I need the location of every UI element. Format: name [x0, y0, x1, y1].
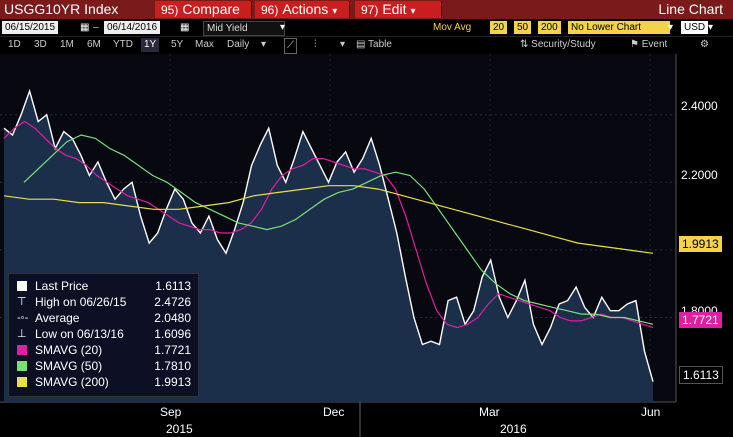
top-menu-bar: USGG10YR Index 95) Compare 96) Actions ▾ 97… — [0, 0, 733, 19]
legend-high[interactable]: ⊤ High on 06/26/15 2.4726 — [15, 294, 195, 310]
legend-value: 1.7810 — [154, 359, 191, 373]
event-label: Event — [641, 39, 668, 50]
legend-low[interactable]: ⊥ Low on 06/13/16 1.6096 — [15, 326, 195, 342]
smavg20-tag: 1.7721 — [679, 312, 722, 328]
edit-num: 97) — [361, 3, 379, 17]
calendar-icon[interactable]: ▦ — [180, 22, 190, 33]
caret-down-icon: ▾ — [332, 6, 338, 17]
series-line-smavg-20- — [3, 120, 654, 329]
edit-label: Edit — [382, 1, 407, 17]
legend-swatch — [17, 281, 27, 291]
legend-average[interactable]: -◦- Average 2.0480 — [15, 310, 195, 326]
lower-chart-select[interactable]: No Lower Chart — [568, 21, 670, 34]
caret-down-icon: ▾ — [410, 6, 416, 17]
event-button[interactable]: ⚑ Event — [630, 38, 667, 52]
series-line-smavg-50- — [23, 134, 654, 325]
compare-label: Compare — [182, 1, 240, 17]
legend-last-price[interactable]: Last Price 1.6113 — [15, 278, 195, 294]
legend-name: High on 06/26/15 — [35, 295, 127, 309]
legend-name: Average — [35, 311, 80, 325]
average-marker-icon: -◦- — [17, 312, 29, 324]
x-year-label: 2016 — [500, 422, 527, 436]
legend-swatch — [17, 345, 27, 355]
x-year-label: 2015 — [166, 422, 193, 436]
x-month-label: Sep — [160, 405, 182, 419]
start-date-field[interactable]: 06/15/2015 — [2, 21, 59, 34]
smavg200-tag: 1.9913 — [679, 236, 722, 252]
chevron-down-icon[interactable]: ▾ — [708, 22, 714, 33]
chevron-down-icon[interactable]: ▾ — [280, 22, 286, 33]
series-line-smavg-200- — [3, 185, 654, 254]
high-marker-icon: ⊤ — [17, 296, 27, 308]
chart-type-label: Line Chart — [658, 1, 723, 17]
gear-icon[interactable]: ⚙ — [700, 39, 709, 50]
compare-button[interactable]: 95) Compare — [155, 1, 252, 18]
actions-num: 96) — [261, 3, 279, 17]
legend-name: Last Price — [35, 279, 89, 293]
actions-button[interactable]: 96) Actions ▾ — [255, 1, 350, 18]
legend-value: 1.6096 — [154, 327, 191, 341]
chart-tools-icon: ⇅ — [520, 39, 532, 50]
legend-swatch — [17, 377, 27, 387]
end-date-field[interactable]: 06/14/2016 — [104, 21, 161, 34]
x-month-label: Mar — [479, 405, 500, 419]
table-icon: ▤ — [356, 39, 369, 50]
legend-swatch — [17, 361, 27, 371]
legend-smavg50[interactable]: SMAVG (50) 1.7810 — [15, 358, 195, 374]
ma3-field[interactable]: 200 — [538, 21, 561, 34]
legend-name: SMAVG (200) — [35, 375, 109, 389]
frequency-select[interactable]: Daily — [227, 39, 250, 50]
table-button[interactable]: ▤ Table — [356, 38, 392, 52]
period-1d[interactable]: 1D — [8, 39, 21, 50]
legend-value: 1.6113 — [155, 279, 191, 293]
period-ytd[interactable]: YTD — [113, 39, 133, 50]
date-separator: – — [93, 22, 99, 33]
security-study-label: Security/Study — [531, 39, 596, 50]
edit-button[interactable]: 97) Edit ▾ — [355, 1, 442, 18]
period-5y[interactable]: 5Y — [171, 39, 184, 50]
legend-name: SMAVG (50) — [35, 359, 103, 373]
legend-value: 2.0480 — [154, 311, 191, 325]
low-marker-icon: ⊥ — [17, 328, 27, 340]
period-max[interactable]: Max — [195, 39, 214, 50]
y-tick-label: 2.4000 — [681, 99, 718, 113]
currency-select[interactable]: USD — [681, 21, 709, 34]
mov-avg-label: Mov Avg — [433, 22, 472, 33]
calendar-icon[interactable]: ▦ — [80, 22, 90, 33]
legend-value: 1.9913 — [154, 375, 191, 389]
legend-value: 1.7721 — [154, 343, 191, 357]
compare-num: 95) — [161, 3, 179, 17]
period-6m[interactable]: 6M — [87, 39, 101, 50]
x-month-label: Jun — [641, 405, 661, 419]
ma2-field[interactable]: 50 — [514, 21, 532, 34]
chevron-down-icon[interactable]: ▾ — [340, 39, 346, 50]
ma1-field[interactable]: 20 — [490, 21, 508, 34]
last-price-tag: 1.6113 — [679, 366, 723, 384]
legend-smavg200[interactable]: SMAVG (200) 1.9913 — [15, 374, 195, 390]
table-label: Table — [368, 39, 392, 50]
x-month-label: Dec — [323, 405, 345, 419]
field-select[interactable]: Mid Yield — [203, 21, 285, 36]
legend-value: 2.4726 — [154, 295, 191, 309]
legend: Last Price 1.6113 ⊤ High on 06/26/15 2.4726… — [8, 273, 199, 397]
bar-tool-icon[interactable]: ⫶ — [314, 39, 317, 50]
chevron-down-icon[interactable]: ▾ — [261, 39, 267, 50]
legend-name: SMAVG (20) — [35, 343, 103, 357]
period-1y[interactable]: 1Y — [141, 38, 160, 52]
line-tool-icon[interactable]: ⟋ — [284, 38, 297, 54]
period-3d[interactable]: 3D — [34, 39, 47, 50]
legend-smavg20[interactable]: SMAVG (20) 1.7721 — [15, 342, 195, 358]
flag-icon: ⚑ — [630, 39, 642, 50]
chevron-down-icon[interactable]: ▾ — [668, 22, 674, 33]
security-study-button[interactable]: ⇅ Security/Study — [520, 38, 596, 52]
series-line-last-price — [3, 88, 654, 382]
period-1m[interactable]: 1M — [60, 39, 74, 50]
legend-name: Low on 06/13/16 — [35, 327, 124, 341]
y-tick-label: 2.2000 — [681, 168, 718, 182]
actions-label: Actions — [282, 1, 329, 17]
security-title[interactable]: USGG10YR Index — [4, 1, 119, 17]
